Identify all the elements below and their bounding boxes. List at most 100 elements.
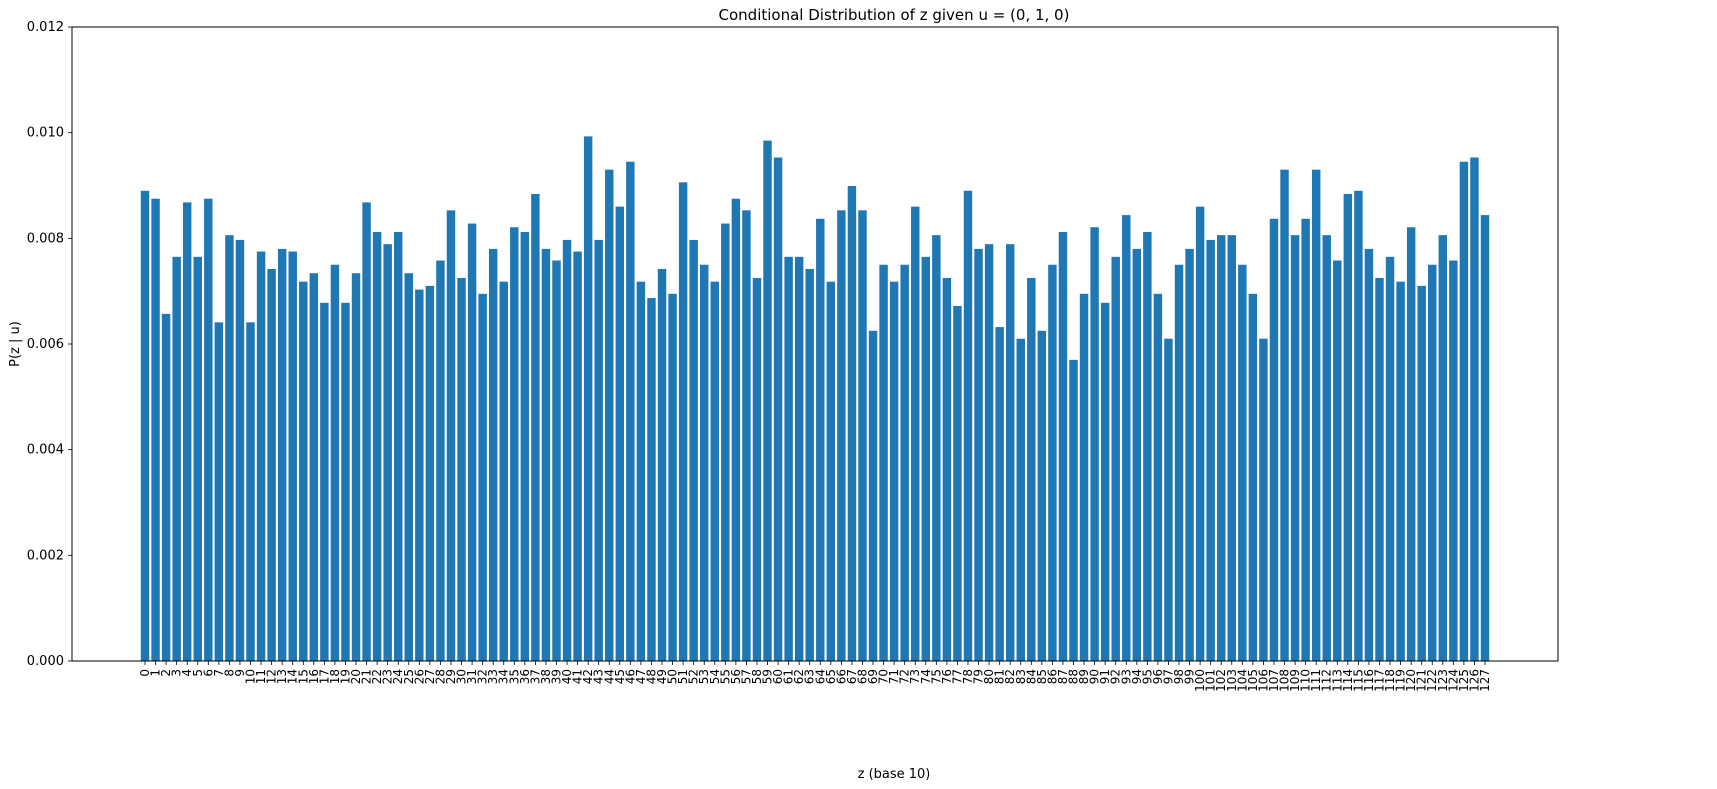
x-tick-label: 50	[666, 669, 680, 684]
x-tick-label: 105	[1246, 669, 1260, 692]
bar-32	[478, 293, 487, 661]
bar-94	[1132, 248, 1142, 661]
bar-120	[1406, 227, 1416, 662]
x-tick-label: 59	[761, 669, 775, 684]
x-tick-label: 57	[739, 669, 753, 684]
bar-44	[605, 169, 614, 661]
bar-95	[1143, 231, 1152, 662]
bar-85	[1037, 330, 1047, 661]
bar-18	[330, 264, 340, 661]
bar-55	[721, 223, 730, 662]
x-tick-label: 34	[497, 669, 511, 684]
x-tick-label: 124	[1446, 669, 1460, 692]
bar-49	[657, 268, 667, 661]
x-tick-label: 116	[1362, 669, 1376, 692]
bar-115	[1354, 190, 1363, 661]
bar-31	[467, 223, 477, 662]
bar-73	[911, 206, 920, 661]
bar-39	[552, 260, 561, 661]
bar-25	[404, 273, 413, 661]
x-tick-label: 2	[159, 669, 173, 677]
bar-107	[1269, 218, 1279, 661]
bar-96	[1153, 293, 1163, 661]
bar-22	[372, 231, 382, 662]
x-tick-label: 28	[433, 669, 447, 684]
x-tick-label: 43	[592, 669, 606, 684]
x-tick-label: 61	[782, 669, 796, 684]
bar-80	[984, 244, 994, 661]
x-tick-label: 127	[1478, 669, 1492, 692]
y-tick-label: 0.010	[27, 126, 64, 141]
x-tick-label: 75	[929, 669, 943, 684]
bar-35	[510, 227, 519, 662]
bar-91	[1100, 302, 1110, 661]
x-tick-label: 68	[855, 669, 869, 684]
bar-117	[1375, 277, 1384, 661]
bar-70	[879, 264, 888, 661]
bar-43	[594, 239, 603, 662]
bar-12	[267, 268, 276, 661]
bar-76	[942, 277, 952, 661]
bar-114	[1343, 193, 1353, 661]
x-tick-label: 121	[1415, 669, 1429, 692]
bar-87	[1058, 231, 1068, 662]
x-tick-label: 101	[1204, 669, 1218, 692]
x-tick-label: 104	[1235, 669, 1249, 692]
x-tick-label: 107	[1267, 669, 1281, 692]
bar-63	[805, 268, 814, 661]
x-tick-label: 80	[982, 669, 996, 684]
x-tick-label: 97	[1161, 669, 1175, 684]
x-tick-label: 23	[381, 669, 395, 684]
x-tick-label: 106	[1256, 669, 1270, 692]
x-tick-label: 31	[465, 669, 479, 684]
plot-frame	[71, 26, 1559, 662]
x-tick-label: 12	[265, 669, 279, 684]
x-tick-label: 11	[254, 669, 268, 684]
bar-79	[974, 248, 983, 661]
x-tick-label: 111	[1309, 669, 1323, 692]
x-tick-label: 72	[898, 669, 912, 684]
x-tick-label: 32	[476, 669, 490, 684]
x-tick-label: 14	[286, 669, 300, 684]
bar-75	[932, 235, 941, 661]
bar-97	[1164, 338, 1173, 661]
bar-110	[1301, 218, 1310, 661]
x-tick-label: 18	[328, 669, 342, 684]
bar-24	[394, 231, 403, 662]
bar-28	[436, 260, 445, 661]
bar-119	[1396, 281, 1405, 661]
bar-71	[889, 281, 899, 661]
x-tick-label: 67	[845, 669, 859, 684]
x-tick-label: 66	[834, 669, 848, 684]
bar-37	[531, 193, 540, 661]
bar-102	[1217, 235, 1226, 661]
bar-104	[1238, 264, 1247, 661]
x-tick-label: 98	[1172, 669, 1186, 684]
bar-8	[225, 235, 234, 661]
x-tick-label: 8	[222, 669, 236, 677]
bar-90	[1090, 227, 1099, 662]
bar-0	[140, 190, 150, 661]
bar-17	[320, 302, 329, 661]
x-tick-label: 125	[1457, 669, 1471, 692]
bar-113	[1333, 260, 1342, 661]
x-tick-label: 110	[1299, 669, 1313, 692]
bar-13	[277, 248, 287, 661]
bar-92	[1111, 256, 1120, 661]
bar-58	[752, 277, 762, 661]
x-ticks-group: 0123456789101112131415161718192021222324…	[138, 661, 1492, 692]
x-tick-label: 1	[149, 669, 163, 677]
bar-57	[742, 210, 751, 661]
bar-108	[1280, 169, 1289, 661]
bar-2	[161, 313, 171, 661]
x-tick-label: 45	[613, 669, 627, 684]
bar-52	[689, 239, 698, 662]
x-tick-label: 108	[1278, 669, 1292, 692]
x-tick-label: 30	[455, 669, 469, 684]
bar-105	[1248, 293, 1258, 661]
x-tick-label: 25	[402, 669, 416, 684]
x-tick-label: 85	[1035, 669, 1049, 684]
x-tick-label: 114	[1341, 669, 1355, 692]
x-tick-label: 56	[729, 669, 743, 684]
bar-116	[1364, 248, 1374, 661]
